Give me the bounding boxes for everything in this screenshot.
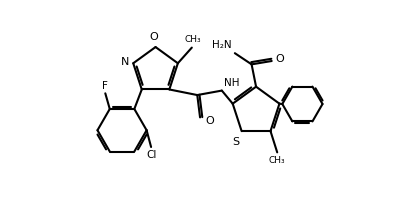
Text: O: O <box>149 32 158 42</box>
Text: S: S <box>233 137 239 147</box>
Text: CH₃: CH₃ <box>184 35 201 44</box>
Text: H₂N: H₂N <box>213 40 232 50</box>
Text: F: F <box>102 81 108 91</box>
Text: CH₃: CH₃ <box>269 156 286 165</box>
Text: NH: NH <box>223 78 239 88</box>
Text: O: O <box>206 116 214 126</box>
Text: Cl: Cl <box>146 150 156 160</box>
Text: N: N <box>121 57 129 67</box>
Text: O: O <box>276 54 284 64</box>
